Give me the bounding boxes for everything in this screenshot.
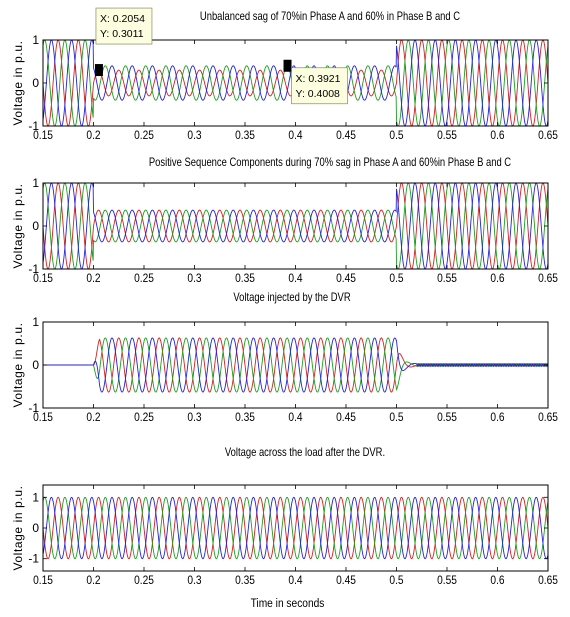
y-tick-label: -1 — [28, 119, 39, 133]
chart-panel-4: Voltage across the load after the DVR. 0.… — [11, 446, 558, 610]
y-tick-label: 1 — [32, 33, 39, 47]
x-tick-label: 0.15 — [33, 411, 53, 424]
x-tick-label: 0.65 — [538, 129, 558, 142]
chart-panel-2: Positive Sequence Components during 70% … — [11, 156, 558, 285]
datatip-y-label: Y: 0.4008 — [296, 88, 341, 100]
x-tick-label: 0.55 — [437, 574, 457, 587]
x-tick-label: 0.55 — [437, 129, 457, 142]
x-tick-label: 0.4 — [288, 129, 302, 142]
y-tick-label: 0 — [32, 76, 39, 90]
series-line-3 — [43, 337, 549, 393]
x-tick-label: 0.2 — [86, 129, 100, 142]
x-tick-label: 0.2 — [86, 574, 100, 587]
x-tick-label: 0.65 — [538, 574, 558, 587]
x-tick-label: 0.25 — [134, 129, 154, 142]
x-tick-label: 0.3 — [187, 411, 201, 424]
x-tick-label: 0.15 — [33, 574, 53, 587]
y-tick-label: 1 — [32, 490, 39, 504]
x-tick-label: 0.3 — [187, 272, 201, 285]
x-tick-label: 0.55 — [437, 411, 457, 424]
datatip-marker — [283, 59, 292, 72]
y-axis-label: Voltage in p.u. — [11, 322, 25, 407]
x-tick-label: 0.35 — [235, 411, 255, 424]
x-tick-label: 0.45 — [336, 272, 356, 285]
chart-title: Voltage across the load after the DVR. — [225, 446, 385, 459]
x-tick-label: 0.4 — [288, 574, 302, 587]
x-tick-label: 0.45 — [336, 411, 356, 424]
series-line-1 — [42, 496, 549, 560]
chart-title: Voltage injected by the DVR — [233, 291, 351, 304]
datatip-x-label: X: 0.2054 — [100, 13, 145, 25]
x-tick-label: 0.45 — [336, 574, 356, 587]
x-tick-label: 0.35 — [235, 574, 255, 587]
chart-panel-1: Unbalanced sag of 70%in Phase A and 60% … — [11, 7, 558, 142]
x-tick-label: 0.5 — [389, 574, 403, 587]
y-tick-label: -1 — [28, 401, 39, 415]
x-tick-label: 0.2 — [86, 272, 100, 285]
y-axis-label: Voltage in p.u. — [11, 485, 25, 570]
y-axis-label: Voltage in p.u. — [11, 40, 25, 125]
x-axis-label: Time in seconds — [251, 597, 325, 610]
series-line-1 — [42, 182, 549, 270]
x-tick-label: 0.6 — [490, 411, 504, 424]
series-line-2 — [42, 182, 549, 270]
y-axis-label: Voltage in p.u. — [11, 183, 25, 268]
y-tick-label: 0 — [32, 358, 39, 372]
datatip-marker — [94, 64, 103, 77]
y-tick-label: -1 — [28, 552, 39, 566]
x-tick-label: 0.45 — [336, 129, 356, 142]
datatip-x-label: X: 0.3921 — [296, 73, 341, 85]
x-tick-label: 0.25 — [134, 272, 154, 285]
series-line-3 — [42, 496, 549, 560]
chart-title: Unbalanced sag of 70%in Phase A and 60% … — [200, 10, 461, 23]
y-tick-label: 1 — [32, 315, 39, 329]
datatip-y-label: Y: 0.3011 — [100, 28, 144, 40]
series-line-3 — [42, 182, 549, 270]
datatip-box — [291, 67, 348, 105]
y-tick-label: 0 — [32, 219, 39, 233]
chart-panel-3: Voltage injected by the DVR 0.15 0.2 0.25 0.… — [11, 291, 558, 424]
x-tick-label: 0.4 — [288, 272, 302, 285]
x-tick-label: 0.5 — [389, 272, 403, 285]
x-tick-label: 0.55 — [437, 272, 457, 285]
x-tick-label: 0.5 — [389, 129, 403, 142]
x-tick-label: 0.35 — [235, 272, 255, 285]
y-tick-label: 1 — [32, 176, 39, 190]
x-tick-label: 0.3 — [187, 129, 201, 142]
x-tick-label: 0.15 — [33, 272, 53, 285]
x-tick-label: 0.5 — [389, 411, 403, 424]
x-tick-label: 0.6 — [490, 272, 504, 285]
y-tick-label: 0 — [32, 521, 39, 535]
x-tick-label: 0.6 — [490, 129, 504, 142]
chart-title: Positive Sequence Components during 70% … — [149, 156, 512, 169]
x-tick-label: 0.65 — [538, 411, 558, 424]
x-tick-label: 0.15 — [33, 129, 53, 142]
x-tick-label: 0.4 — [288, 411, 302, 424]
x-tick-label: 0.25 — [134, 411, 154, 424]
x-tick-label: 0.2 — [86, 411, 100, 424]
x-tick-label: 0.25 — [134, 574, 154, 587]
x-tick-label: 0.35 — [235, 129, 255, 142]
y-tick-label: -1 — [28, 262, 39, 276]
x-tick-label: 0.65 — [538, 272, 558, 285]
x-tick-label: 0.3 — [187, 574, 201, 587]
datatip-box — [95, 7, 153, 45]
series-line-2 — [42, 496, 549, 560]
x-tick-label: 0.6 — [490, 574, 504, 587]
